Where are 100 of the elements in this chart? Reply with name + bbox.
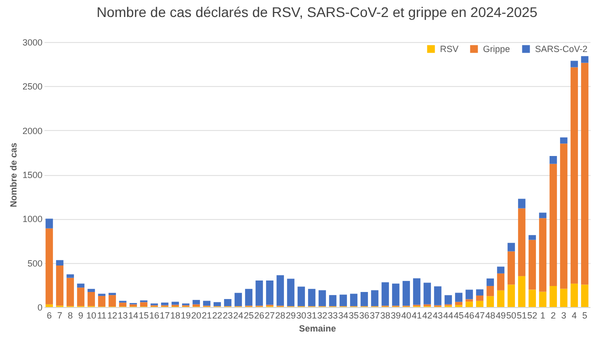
bar — [66, 278, 74, 306]
x-tick-label: 25 — [244, 310, 254, 320]
x-tick-label: 41 — [412, 310, 422, 320]
y-tick-label: 2500 — [22, 82, 42, 92]
bar — [455, 302, 462, 305]
bar — [486, 286, 494, 296]
x-tick-label: 44 — [443, 310, 454, 320]
x-tick-label: 10 — [86, 310, 96, 320]
bar — [581, 284, 588, 307]
bar — [413, 278, 420, 305]
bar — [466, 302, 473, 307]
x-tick-label: 29 — [286, 310, 296, 320]
bar — [392, 284, 400, 306]
bar — [434, 286, 442, 306]
bar — [581, 56, 588, 63]
bar — [119, 302, 126, 307]
x-tick-label: 51 — [516, 310, 527, 320]
bar — [382, 282, 389, 306]
bar — [46, 304, 53, 307]
x-tick-label: 23 — [222, 310, 233, 320]
bar — [308, 288, 316, 306]
bar — [214, 302, 221, 306]
bar — [88, 292, 95, 306]
x-tick-label: 46 — [464, 310, 474, 320]
x-tick-label: 31 — [306, 310, 317, 320]
bar — [245, 288, 252, 306]
x-tick-label: 27 — [264, 310, 275, 320]
bar — [539, 218, 546, 292]
bar — [46, 228, 53, 304]
bar — [424, 282, 431, 304]
bar — [518, 276, 526, 307]
bar — [360, 292, 368, 306]
bar — [539, 212, 546, 218]
bar — [402, 280, 410, 306]
bar — [476, 289, 484, 296]
bar — [371, 290, 378, 306]
x-tick-label: 26 — [254, 310, 264, 320]
bar — [203, 300, 210, 306]
x-tick-label: 7 — [57, 310, 62, 320]
bar — [528, 290, 536, 307]
bar — [570, 67, 578, 284]
x-tick-label: 3 — [561, 310, 566, 320]
x-tick-label: 33 — [328, 310, 338, 320]
x-tick-label: 18 — [170, 310, 180, 320]
bar — [560, 137, 568, 144]
bar — [56, 260, 64, 266]
x-tick-label: 17 — [160, 310, 170, 320]
bar — [66, 274, 74, 278]
bar — [455, 292, 462, 302]
bar — [539, 292, 546, 307]
x-tick-label: 1 — [540, 310, 546, 320]
bar — [161, 302, 168, 306]
x-tick-label: 45 — [454, 310, 464, 320]
x-tick-label: 42 — [422, 310, 432, 320]
x-tick-label: 13 — [118, 310, 128, 320]
bar — [266, 280, 274, 305]
bar — [256, 280, 263, 306]
x-tick-label: 12 — [107, 310, 118, 320]
y-tick-label: 1500 — [22, 170, 42, 180]
x-tick-label: 16 — [149, 310, 160, 320]
bar — [98, 296, 106, 307]
x-tick-label: 48 — [485, 310, 496, 320]
y-tick-label: 0 — [37, 302, 42, 312]
bar — [88, 288, 95, 292]
x-tick-label: 35 — [348, 310, 359, 320]
bar — [550, 286, 557, 307]
bar — [340, 294, 347, 306]
x-tick-label: 19 — [180, 310, 191, 320]
bar — [518, 198, 526, 208]
x-tick-label: 38 — [380, 310, 390, 320]
legend-label: SARS-CoV-2 — [535, 44, 588, 54]
x-tick-label: 4 — [572, 310, 577, 320]
x-tick-label: 49 — [496, 310, 506, 320]
chart-title: Nombre de cas déclarés de RSV, SARS-CoV-2 et grippe en 2024-2025 — [96, 4, 538, 20]
bar — [466, 290, 473, 300]
x-tick-label: 5 — [582, 310, 588, 320]
bar — [77, 288, 84, 306]
y-tick-label: 2000 — [22, 126, 42, 136]
x-axis-title: Semaine — [298, 324, 336, 334]
bar — [550, 164, 557, 286]
bar — [528, 235, 536, 240]
bar — [234, 292, 242, 306]
bar — [476, 296, 484, 301]
bar — [518, 208, 526, 276]
x-tick-label: 11 — [97, 310, 106, 320]
bar — [287, 278, 294, 306]
bar — [476, 300, 484, 307]
x-tick-label: 50 — [506, 310, 516, 320]
bar — [560, 144, 568, 289]
x-tick-label: 6 — [46, 310, 52, 320]
bar — [570, 284, 578, 307]
bar — [350, 294, 358, 306]
x-tick-label: 24 — [233, 310, 244, 320]
x-tick-label: 21 — [202, 310, 212, 320]
x-tick-label: 22 — [212, 310, 222, 320]
legend-label: Grippe — [483, 44, 510, 54]
x-tick-label: 40 — [401, 310, 412, 320]
x-tick-label: 28 — [275, 310, 286, 320]
x-tick-label: 43 — [432, 310, 443, 320]
bar — [497, 273, 504, 290]
